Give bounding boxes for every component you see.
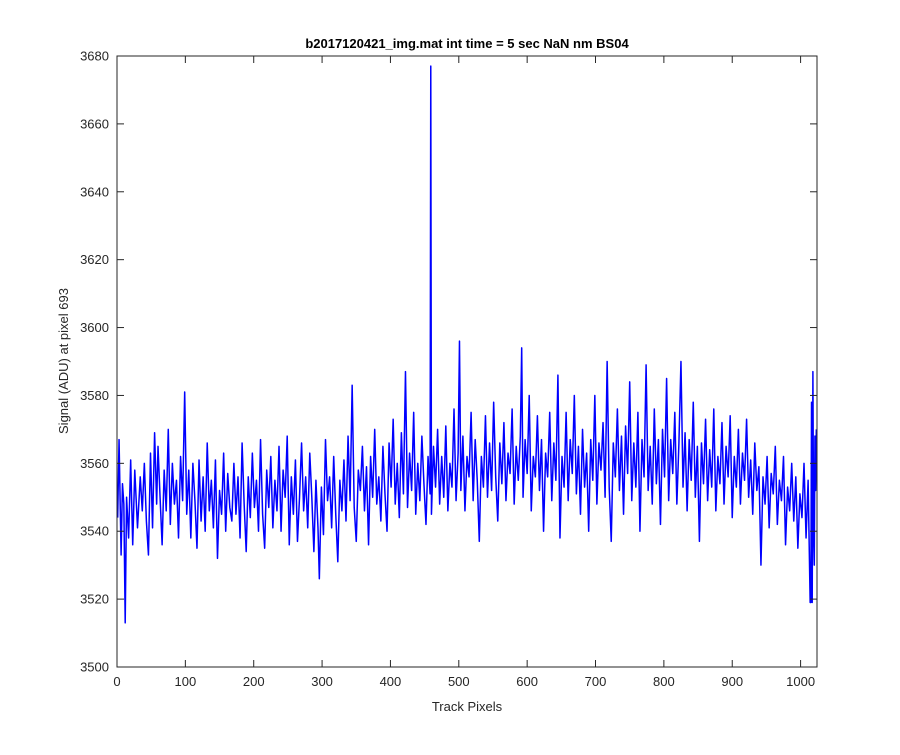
axes-box [116, 55, 818, 668]
y-tick-label: 3640 [80, 184, 109, 199]
x-tick-label: 700 [585, 674, 607, 689]
data-layer [117, 65, 817, 624]
y-tick-label: 3620 [80, 252, 109, 267]
x-tick-label: 900 [721, 674, 743, 689]
chart-title: b2017120421_img.mat int time = 5 sec NaN… [305, 36, 629, 51]
x-tick-label: 600 [516, 674, 538, 689]
y-tick-label: 3680 [80, 49, 109, 64]
x-tick-label: 100 [175, 674, 197, 689]
y-tick-label: 3520 [80, 592, 109, 607]
x-tick-label: 500 [448, 674, 470, 689]
tick-layer: 0 100 200 300 400 500 600 700 800 900 1000 3500 3520… [80, 49, 817, 689]
y-axis-label: Signal (ADU) at pixel 693 [56, 288, 71, 434]
y-tick-label: 3600 [80, 320, 109, 335]
y-tick-label: 3540 [80, 524, 109, 539]
x-tick-label: 300 [311, 674, 333, 689]
x-tick-label: 400 [380, 674, 402, 689]
series-line-1 [117, 65, 817, 624]
x-tick-label: 0 [113, 674, 120, 689]
y-tick-label: 3560 [80, 456, 109, 471]
x-tick-label: 200 [243, 674, 265, 689]
y-tick-label: 3580 [80, 388, 109, 403]
axes-layer [116, 55, 818, 668]
x-tick-label: 1000 [786, 674, 815, 689]
y-tick-label: 3500 [80, 660, 109, 675]
y-tick-label: 3660 [80, 116, 109, 131]
plot-area [117, 56, 817, 667]
x-tick-label: 800 [653, 674, 675, 689]
x-axis-label: Track Pixels [432, 699, 503, 714]
